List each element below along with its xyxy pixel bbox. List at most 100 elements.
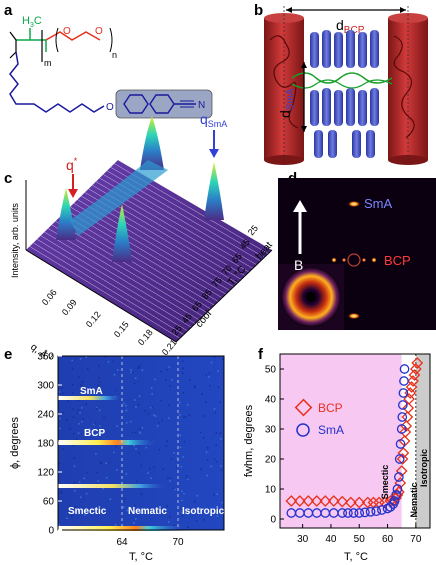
fwhm-y-tick-1: 10	[265, 485, 277, 496]
sma-spot-label: SmA	[364, 196, 393, 211]
t-axis-ticks: 25 45 65 70 75 85 65 45 25	[170, 223, 260, 337]
bcp-point-19	[395, 465, 408, 477]
t-tick-0: 25	[246, 223, 260, 237]
panel-label-a: a	[4, 2, 13, 19]
panel-label-b: b	[254, 2, 264, 19]
heatmap-nematic-label: Nematic	[128, 506, 167, 517]
t-tick-4: 75	[210, 275, 224, 289]
heatmap-sma-label: SmA	[80, 386, 103, 397]
bcp-point-3	[310, 495, 323, 507]
bcp-point-0	[285, 495, 298, 507]
q-tick-3: 0.15	[112, 319, 131, 339]
field-label: B	[294, 257, 303, 273]
heatmap-bcp-label: BCP	[84, 428, 105, 439]
sma-point-9	[354, 508, 365, 518]
bcp-point-6	[336, 495, 349, 508]
heatmap-smectic-label: Smectic	[68, 506, 107, 517]
waterfall-plot: q* qSmA Intensity, arb. units 0.06 0.09 …	[10, 111, 275, 360]
fwhm-y-ticks: 0 10 20 30 40 50	[265, 365, 284, 526]
legend-sma: SmA	[318, 423, 344, 437]
bcp-point-24	[400, 420, 413, 432]
sma-point-12	[371, 506, 382, 517]
legend-bcp: BCP	[318, 401, 343, 415]
bcp-schematic: dBCP dSmA	[264, 6, 428, 165]
sma-point-24	[397, 412, 408, 422]
chemical-structure: H3C m O O n O N	[9, 15, 213, 119]
bcp-spot-label: BCP	[384, 253, 411, 268]
t-tick-6: 65	[190, 299, 204, 313]
heatmap-y-ticks: 0 60 120 180 240 300 360	[37, 352, 62, 537]
fwhm-y-tick-4: 40	[265, 395, 277, 406]
fwhm-y-tick-0: 0	[270, 515, 276, 526]
heatmap-y-label: ϕ, degrees	[9, 416, 21, 469]
fwhm-y-tick-5: 50	[265, 365, 277, 376]
t-tick-3: 70	[220, 263, 234, 277]
azimuthal-heatmap: SmA BCP Smectic Nematic Isotropic 0 60 120…	[9, 352, 225, 564]
fwhm-x-tick-0: 30	[297, 534, 309, 545]
heatmap-x-label: T, °C	[129, 551, 153, 563]
d-bcp-label: dBCP	[336, 17, 365, 36]
sma-point-13	[377, 505, 387, 515]
fwhm-y-tick-3: 30	[265, 425, 277, 436]
bcp-point-25	[401, 411, 414, 423]
sma-point-18	[391, 490, 401, 500]
t-tick-7: 45	[180, 311, 194, 325]
q-tick-2: 0.12	[84, 309, 103, 329]
fwhm-y-label: fwhm, degrees	[243, 404, 255, 477]
bcp-point-7	[344, 496, 357, 509]
fwhm-scatter: 0 10 20 30 40 50 30 40 50 60 70 T, °C fwhm, degre…	[243, 353, 431, 563]
sma-point-20	[394, 472, 404, 482]
sma-point-6	[337, 508, 348, 518]
sma-point-22	[395, 439, 406, 449]
bcp-point-33	[411, 357, 424, 369]
methyl-label: H3C	[22, 15, 42, 29]
bcp-point-22	[398, 435, 411, 447]
sma-point-17	[389, 496, 400, 506]
heatmap-x-tick-1: 70	[172, 537, 184, 548]
intensity-axis-label: Intensity, arb. units	[10, 203, 20, 278]
fwhm-x-ticks: 30 40 50 60 70	[297, 524, 422, 545]
fwhm-y-tick-2: 20	[265, 455, 277, 466]
heatmap-y-tick-5: 300	[37, 381, 54, 392]
sma-point-10	[360, 507, 370, 518]
bcp-point-1	[293, 495, 306, 507]
heatmap-y-tick-4: 240	[37, 410, 54, 421]
t-tick-5: 85	[200, 287, 214, 301]
bcp-point-5	[327, 495, 340, 507]
panel-label-c: c	[4, 170, 13, 187]
panel-label-f: f	[258, 346, 263, 363]
sma-point-11	[365, 506, 376, 517]
heatmap-isotropic-label: Isotropic	[182, 506, 225, 517]
sma-point-19	[392, 484, 403, 494]
bcp-point-2	[302, 495, 315, 507]
heatmap-y-tick-2: 120	[37, 468, 54, 479]
fwhm-x-tick-2: 50	[354, 534, 366, 545]
oxygen-3: O	[106, 102, 114, 113]
diffraction-pattern: SmA BCP B	[278, 178, 436, 330]
oxygen-2: O	[95, 26, 103, 37]
sma-point-28	[399, 364, 410, 374]
heatmap-y-tick-6: 360	[37, 352, 54, 363]
sma-point-27	[399, 376, 409, 386]
q-star-label: q*	[66, 156, 78, 173]
panel-label-e: e	[4, 346, 13, 363]
q-tick-0: 0.06	[40, 287, 59, 307]
sma-point-26	[398, 388, 409, 398]
n-label: n	[112, 50, 117, 60]
d-sma-label: dSmA	[277, 88, 296, 118]
fwhm-nematic-label: Nematic	[409, 482, 419, 517]
q-tick-1: 0.09	[60, 297, 79, 317]
fwhm-smectic-label: Smectic	[380, 465, 390, 500]
bcp-point-26	[402, 402, 415, 414]
fwhm-x-tick-4: 70	[410, 534, 422, 545]
fwhm-x-label: T, °C	[344, 551, 368, 563]
fwhm-x-tick-1: 40	[325, 534, 337, 545]
sma-point-21	[394, 454, 405, 464]
sma-point-8	[348, 508, 359, 518]
nitrile-label: N	[198, 100, 205, 111]
sma-point-23	[396, 424, 407, 434]
fwhm-x-tick-3: 60	[382, 534, 394, 545]
heatmap-x-tick-0: 64	[116, 537, 128, 548]
oxygen-1: O	[63, 26, 71, 37]
fwhm-isotropic-label: Isotropic	[419, 449, 429, 487]
